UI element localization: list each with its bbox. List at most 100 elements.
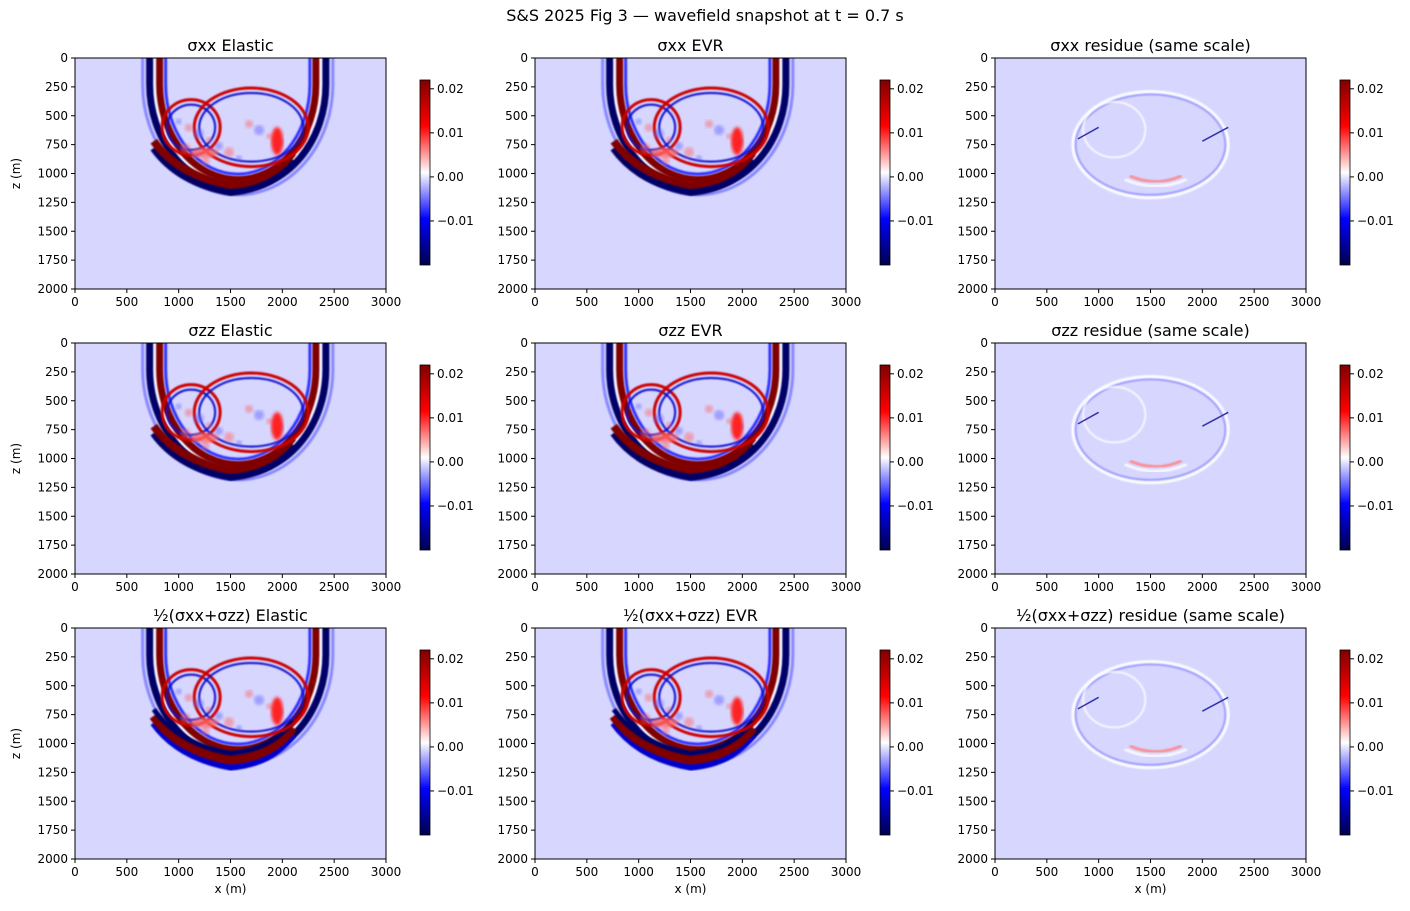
colorbar — [1339, 649, 1351, 836]
y-tick-label: 500 — [505, 109, 528, 123]
residue-band — [1123, 177, 1188, 188]
y-tick-label: 500 — [505, 394, 528, 408]
y-tick-label: 1000 — [497, 167, 528, 181]
hot-patch — [271, 127, 284, 156]
scattered-front — [192, 656, 310, 739]
speckle — [266, 133, 273, 140]
y-tick-label: 1500 — [37, 509, 68, 523]
speckle — [266, 418, 273, 425]
scattered-front — [160, 383, 222, 442]
subplot-title: σxx residue (same scale) — [1050, 36, 1251, 55]
subplot-title: ½(σxx+σzz) EVR — [623, 606, 758, 625]
colorbar-tick-label: 0.01 — [437, 411, 464, 425]
x-tick-label: 0 — [991, 295, 999, 309]
x-tick-label: 2500 — [1239, 865, 1270, 879]
hot-patch — [650, 147, 679, 158]
residue-front — [1075, 378, 1226, 481]
subplot-9: ½(σxx+σzz) residue (same scale) 0 500 1000 1… — [957, 606, 1393, 896]
colorbar — [879, 649, 891, 836]
x-tick-label: 3000 — [831, 865, 862, 879]
speckle — [683, 147, 694, 158]
x-tick-label: 1000 — [623, 865, 654, 879]
heatmap-background — [995, 58, 1306, 289]
y-tick-label: 1250 — [957, 765, 988, 779]
speckle — [661, 726, 670, 735]
colorbar-tick-label: 0.02 — [897, 367, 924, 381]
x-tick-label: 2500 — [779, 580, 810, 594]
speckle — [696, 440, 703, 447]
y-tick-label: 1000 — [37, 452, 68, 466]
x-tick-label: 1000 — [163, 865, 194, 879]
y-tick-label: 500 — [965, 679, 988, 693]
y-tick-label: 1000 — [37, 737, 68, 751]
speckle — [653, 413, 664, 424]
y-tick-label: 250 — [45, 365, 68, 379]
y-tick-label: 250 — [965, 365, 988, 379]
speckle — [254, 695, 265, 706]
speckle — [184, 693, 193, 702]
wavefield — [141, 58, 335, 197]
scattered-front — [626, 673, 677, 722]
colorbar-tick-label: 0.02 — [1357, 652, 1384, 666]
colorbar-tick-label: 0.01 — [437, 126, 464, 140]
colorbar-tick-label: 0.00 — [897, 740, 924, 754]
residue-front — [1071, 89, 1230, 200]
x-tick-label: 500 — [115, 865, 138, 879]
speckle — [245, 119, 254, 128]
x-tick-label: 500 — [115, 580, 138, 594]
speckle — [726, 703, 733, 710]
x-tick-label: 3000 — [371, 580, 402, 594]
wavefront-band — [164, 58, 312, 176]
y-tick-label: 1750 — [37, 823, 68, 837]
x-tick-label: 2000 — [727, 295, 758, 309]
y-tick-label: 2000 — [497, 282, 528, 296]
reflected-band — [610, 430, 756, 482]
hot-patch — [190, 717, 219, 728]
hot-patch — [190, 432, 219, 443]
colorbar-tick-label: −0.01 — [897, 784, 934, 798]
heatmap-background — [995, 628, 1306, 859]
y-tick-label: 0 — [520, 621, 528, 635]
wavefield — [1071, 89, 1230, 200]
speckle — [665, 136, 672, 143]
y-tick-label: 2000 — [37, 282, 68, 296]
y-tick-label: 750 — [45, 423, 68, 437]
speckle — [674, 142, 683, 151]
speckle — [661, 156, 670, 165]
x-tick-label: 0 — [531, 865, 539, 879]
y-tick-label: 1750 — [497, 538, 528, 552]
x-tick-label: 3000 — [1291, 580, 1322, 594]
y-tick-label: 250 — [505, 80, 528, 94]
x-tick-label: 2500 — [1239, 580, 1270, 594]
colorbar-tick-label: 0.02 — [897, 652, 924, 666]
speckle — [245, 689, 254, 698]
y-tick-label: 250 — [965, 650, 988, 664]
y-tick-label: 2000 — [957, 852, 988, 866]
x-tick-label: 0 — [71, 580, 79, 594]
reflected-band — [611, 707, 755, 756]
residue-front — [1075, 93, 1226, 196]
wavefield — [141, 343, 335, 482]
x-tick-label: 3000 — [831, 295, 862, 309]
y-tick-label: 750 — [45, 138, 68, 152]
x-tick-label: 0 — [991, 865, 999, 879]
colorbar-tick-label: 0.02 — [1357, 82, 1384, 96]
speckle — [214, 142, 223, 151]
x-tick-label: 1500 — [215, 295, 246, 309]
x-tick-label: 3000 — [371, 865, 402, 879]
speckle — [223, 717, 234, 728]
colorbar-tick-label: 0.02 — [437, 652, 464, 666]
residue-edge — [1077, 696, 1229, 712]
wavefront-band — [624, 58, 772, 176]
residue-front — [1082, 385, 1147, 444]
reflected-band — [149, 712, 297, 765]
y-tick-label: 750 — [505, 138, 528, 152]
speckle — [644, 693, 653, 702]
y-tick-label: 1750 — [957, 538, 988, 552]
y-tick-label: 1750 — [497, 253, 528, 267]
y-tick-label: 1750 — [37, 253, 68, 267]
speckle — [635, 118, 642, 125]
colorbar-tick-label: 0.01 — [437, 696, 464, 710]
wavefront-band — [164, 628, 312, 746]
